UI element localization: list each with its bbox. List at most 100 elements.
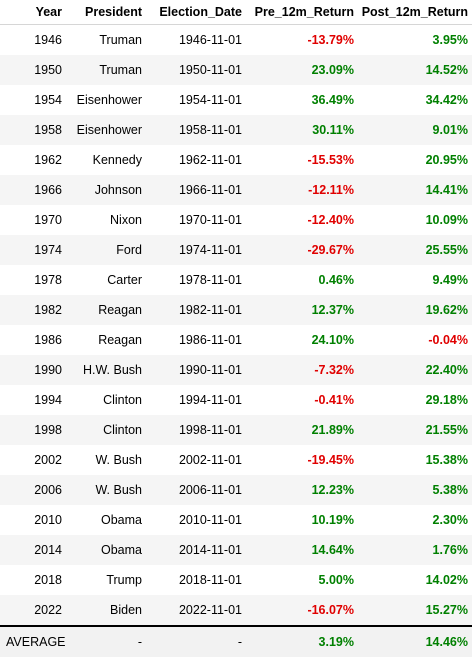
table-row: 2002 W. Bush 2002-11-01 -19.45% 15.38%	[0, 445, 472, 475]
cell-post-12m-return: 2.30%	[432, 513, 468, 527]
cell-year: 1958	[0, 115, 66, 145]
table-row: 1982 Reagan 1982-11-01 12.37% 19.62%	[0, 295, 472, 325]
cell-post-12m-return: 22.40%	[358, 355, 472, 385]
cell-post-12m-return: 20.95%	[425, 153, 468, 167]
cell-year: 2022	[0, 595, 66, 626]
cell-election-date: 1962-11-01	[178, 153, 242, 167]
cell-election-date: 1950-11-01	[146, 55, 246, 85]
cell-post-12m-return: 1.76%	[358, 535, 472, 565]
cell-president: W. Bush	[66, 475, 146, 505]
cell-election-date: 1986-11-01	[178, 333, 242, 347]
cell-pre-12m-return: -15.53%	[307, 153, 354, 167]
cell-president: Clinton	[103, 393, 142, 407]
cell-president: Truman	[99, 33, 142, 47]
cell-election-date: 1998-11-01	[146, 415, 246, 445]
cell-election-date: 1978-11-01	[178, 273, 242, 287]
cell-election-date: 1970-11-01	[178, 213, 242, 227]
cell-election-date: 2014-11-01	[146, 535, 246, 565]
table-row: 2018 Trump 2018-11-01 5.00% 14.02%	[0, 565, 472, 595]
cell-year: 1954	[34, 93, 62, 107]
cell-election-date: 1990-11-01	[146, 355, 246, 385]
cell-president: Trump	[106, 573, 142, 587]
cell-election-date: 2018-11-01	[178, 573, 242, 587]
cell-year: 1990	[0, 355, 66, 385]
average-president: -	[66, 625, 146, 657]
cell-pre-12m-return: 36.49%	[311, 93, 354, 107]
cell-post-12m-return: 9.49%	[432, 273, 468, 287]
table-row: 1946 Truman 1946-11-01 -13.79% 3.95%	[0, 25, 472, 56]
table-row: 1998 Clinton 1998-11-01 21.89% 21.55%	[0, 415, 472, 445]
table-row: 2010 Obama 2010-11-01 10.19% 2.30%	[0, 505, 472, 535]
average-row: AVERAGE - - 3.19% 14.46%	[0, 625, 472, 657]
cell-election-date: 1954-11-01	[178, 93, 242, 107]
cell-president: Reagan	[98, 333, 142, 347]
cell-election-date: 2006-11-01	[146, 475, 246, 505]
cell-post-12m-return: 14.52%	[358, 55, 472, 85]
cell-pre-12m-return: -7.32%	[246, 355, 358, 385]
cell-post-12m-return: 9.01%	[358, 115, 472, 145]
cell-election-date: 2002-11-01	[178, 453, 242, 467]
cell-year: 1974	[0, 235, 66, 265]
cell-year: 1946	[34, 33, 62, 47]
cell-post-12m-return: -0.04%	[428, 333, 468, 347]
table-header: Year President Election_Date Pre_12m_Ret…	[0, 0, 472, 25]
table-row: 2014 Obama 2014-11-01 14.64% 1.76%	[0, 535, 472, 565]
cell-year: 1986	[34, 333, 62, 347]
cell-post-12m-return: 5.38%	[358, 475, 472, 505]
column-header-post-12m-return: Post_12m_Return	[358, 0, 472, 25]
cell-pre-12m-return: 12.37%	[246, 295, 358, 325]
cell-election-date: 1946-11-01	[178, 33, 242, 47]
cell-post-12m-return: 3.95%	[432, 33, 468, 47]
average-post-12m-return: 14.46%	[358, 625, 472, 657]
cell-election-date: 1982-11-01	[146, 295, 246, 325]
cell-year: 2002	[34, 453, 62, 467]
cell-president: Eisenhower	[76, 93, 142, 107]
cell-president: Reagan	[66, 295, 146, 325]
cell-president: Obama	[101, 513, 142, 527]
column-header-president: President	[66, 0, 146, 25]
column-header-year: Year	[0, 0, 66, 25]
cell-president: Ford	[66, 235, 146, 265]
cell-year: 1966	[0, 175, 66, 205]
table-row: 1994 Clinton 1994-11-01 -0.41% 29.18%	[0, 385, 472, 415]
cell-president: Johnson	[66, 175, 146, 205]
cell-post-12m-return: 15.38%	[425, 453, 468, 467]
cell-pre-12m-return: 30.11%	[246, 115, 358, 145]
average-election-date: -	[146, 625, 246, 657]
table-row: 1970 Nixon 1970-11-01 -12.40% 10.09%	[0, 205, 472, 235]
table-row: 2006 W. Bush 2006-11-01 12.23% 5.38%	[0, 475, 472, 505]
cell-year: 2006	[0, 475, 66, 505]
table-row: 1986 Reagan 1986-11-01 24.10% -0.04%	[0, 325, 472, 355]
table-body: 1946 Truman 1946-11-01 -13.79% 3.95% 1950 Trum…	[0, 25, 472, 626]
cell-pre-12m-return: 0.46%	[318, 273, 354, 287]
cell-president: Kennedy	[92, 153, 142, 167]
cell-president: Obama	[66, 535, 146, 565]
cell-pre-12m-return: 14.64%	[246, 535, 358, 565]
cell-year: 2018	[34, 573, 62, 587]
cell-year: 1994	[34, 393, 62, 407]
cell-post-12m-return: 14.41%	[358, 175, 472, 205]
cell-election-date: 2010-11-01	[178, 513, 242, 527]
table-row: 1966 Johnson 1966-11-01 -12.11% 14.41%	[0, 175, 472, 205]
cell-year: 1978	[34, 273, 62, 287]
cell-president: Carter	[107, 273, 142, 287]
cell-year: 1950	[0, 55, 66, 85]
cell-election-date: 1974-11-01	[146, 235, 246, 265]
cell-pre-12m-return: 12.23%	[246, 475, 358, 505]
cell-pre-12m-return: 10.19%	[311, 513, 354, 527]
cell-pre-12m-return: -13.79%	[307, 33, 354, 47]
cell-pre-12m-return: 24.10%	[311, 333, 354, 347]
cell-post-12m-return: 29.18%	[425, 393, 468, 407]
table-footer: AVERAGE - - 3.19% 14.46%	[0, 625, 472, 657]
cell-president: Nixon	[110, 213, 142, 227]
table-row: 1958 Eisenhower 1958-11-01 30.11% 9.01%	[0, 115, 472, 145]
cell-election-date: 1994-11-01	[178, 393, 242, 407]
cell-year: 1982	[0, 295, 66, 325]
cell-year: 1998	[0, 415, 66, 445]
average-label: AVERAGE	[0, 625, 66, 657]
cell-post-12m-return: 15.27%	[358, 595, 472, 626]
table-row: 1954 Eisenhower 1954-11-01 36.49% 34.42%	[0, 85, 472, 115]
cell-president: Eisenhower	[66, 115, 146, 145]
cell-post-12m-return: 19.62%	[358, 295, 472, 325]
